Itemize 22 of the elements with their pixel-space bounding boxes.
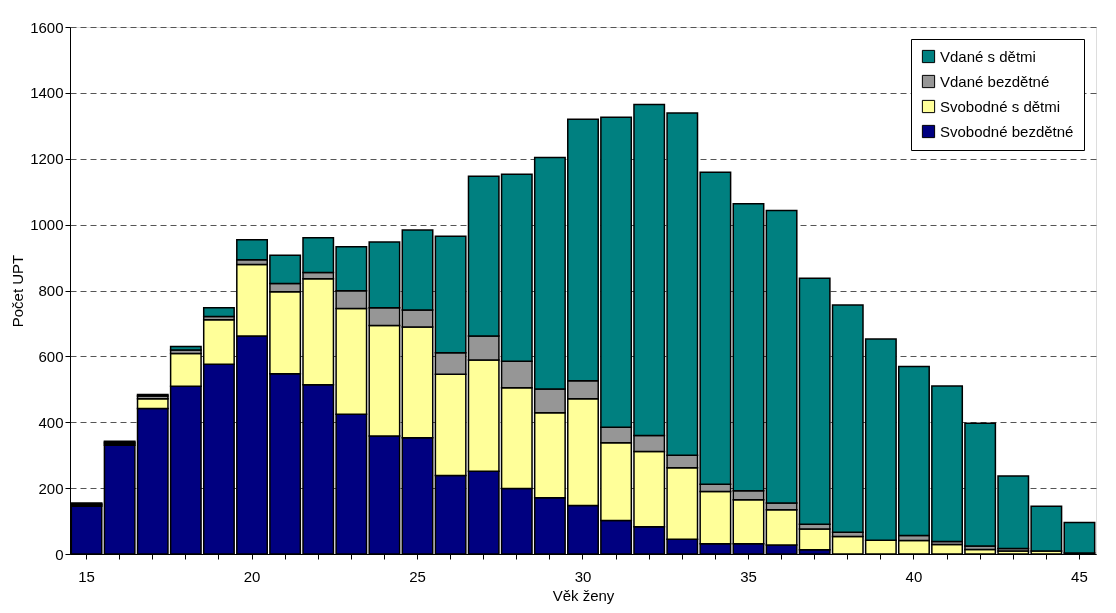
x-tick-label: 30 xyxy=(574,567,592,585)
x-tick-label: 25 xyxy=(409,567,426,585)
y-axis-title: Počet UPT xyxy=(9,254,27,328)
y-tick-label: 800 xyxy=(38,282,64,299)
y-tick-label: 600 xyxy=(38,347,64,365)
y-tick-label: 1000 xyxy=(30,216,64,234)
x-axis-title: Věk ženy xyxy=(552,586,615,604)
x-tick-label: 40 xyxy=(905,567,923,585)
legend-label: Svobodné bezdětné xyxy=(940,122,1074,140)
y-tick-label: 1400 xyxy=(30,84,64,102)
y-tick-label: 400 xyxy=(38,413,64,431)
x-tick-label: 15 xyxy=(78,567,95,585)
x-tick-label: 45 xyxy=(1071,567,1088,585)
x-tick-label: 20 xyxy=(243,567,261,585)
x-tick-label: 35 xyxy=(740,567,757,585)
y-tick-label: 200 xyxy=(38,479,64,497)
legend-label: Vdané bezdětné xyxy=(940,72,1050,90)
legend-label: Vdané s dětmi xyxy=(940,47,1036,65)
y-tick-label: 0 xyxy=(55,545,64,563)
legend-label: Svobodné s dětmi xyxy=(940,97,1061,115)
y-tick-label: 1200 xyxy=(30,150,64,168)
y-tick-label: 1600 xyxy=(30,18,64,36)
